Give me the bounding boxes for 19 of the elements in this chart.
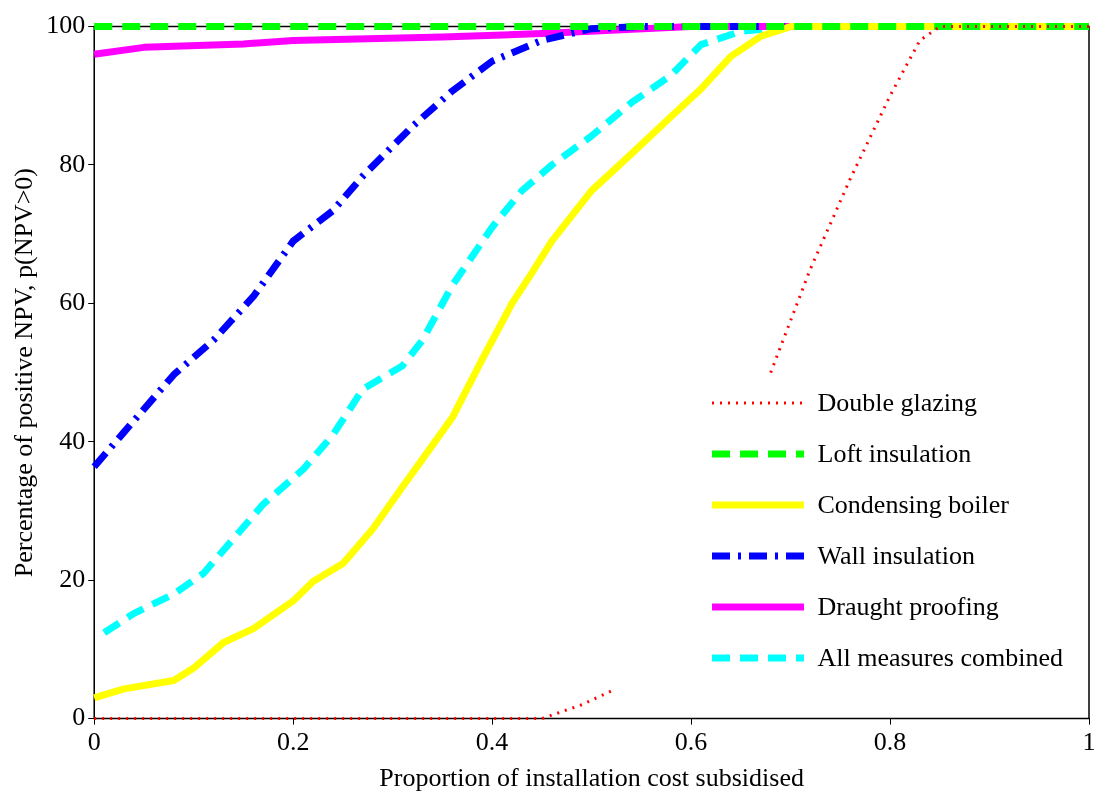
legend-label: Wall insulation	[817, 540, 975, 571]
y-tick-label: 80	[59, 148, 86, 178]
y-tick-label: 20	[59, 564, 86, 594]
y-tick-label: 0	[72, 702, 86, 732]
x-tick-label: 0.4	[475, 727, 509, 757]
legend-label: All measures combined	[817, 642, 1063, 673]
x-tick-label: 0.2	[276, 727, 310, 757]
y-tick-label: 100	[46, 10, 86, 40]
x-tick-label: 0.8	[873, 727, 907, 757]
legend-label: Double glazing	[817, 387, 978, 418]
x-tick-label: 1	[1082, 727, 1096, 757]
y-axis-title: Percentage of positive NPV, p(NPV>0)	[9, 168, 39, 578]
y-tick-label: 60	[59, 287, 86, 317]
x-axis-title: Proportion of installation cost subsidised	[379, 763, 804, 793]
legend-label: Loft insulation	[817, 438, 972, 469]
legend-label: Condensing boiler	[817, 489, 1009, 520]
x-tick-label: 0.6	[674, 727, 708, 757]
y-tick-label: 40	[59, 425, 86, 455]
legend-label: Draught proofing	[817, 591, 999, 622]
